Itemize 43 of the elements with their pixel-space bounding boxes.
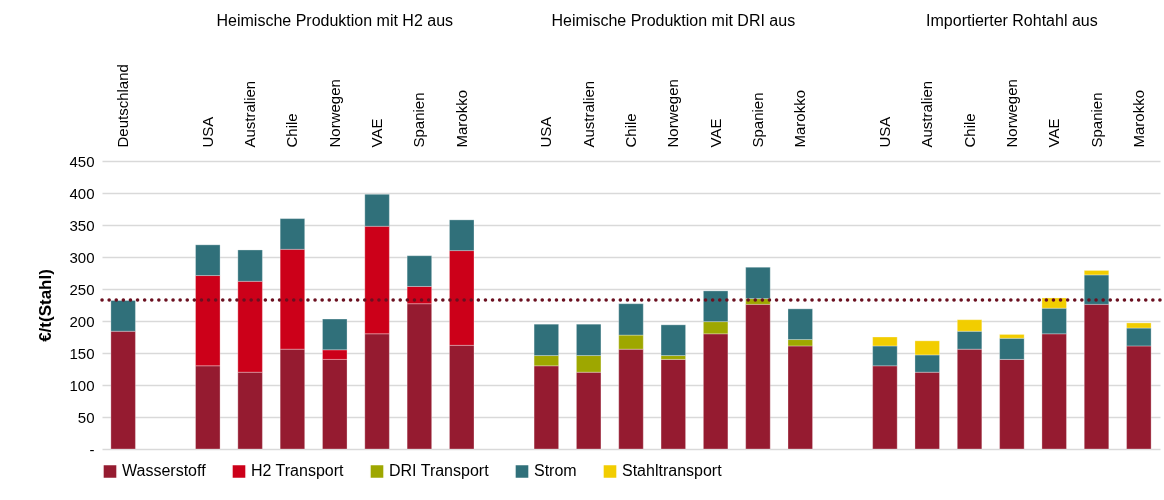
x-tick-label: Spanien	[410, 92, 428, 148]
y-tick-label: 50	[77, 408, 95, 426]
legend-label: Wasserstoff	[122, 462, 207, 480]
y-tick-label: 350	[69, 216, 95, 234]
x-tick-label: Australien	[241, 80, 259, 148]
x-tick-label: VAE	[706, 118, 724, 148]
x-tick-label: Norwegen	[1002, 79, 1020, 148]
y-tick-label: 300	[69, 248, 95, 266]
x-tick-label: Norwegen	[664, 79, 682, 148]
legend-label: Stahltransport	[622, 462, 723, 480]
x-tick-label: Chile	[960, 113, 978, 148]
text: Heimische Produktion mit H2 aus	[216, 12, 454, 29]
y-tick-label: -	[89, 440, 95, 458]
x-tick-label: Marokko	[1129, 89, 1147, 148]
y-tick-label: 200	[69, 312, 95, 330]
x-tick-label: Spanien	[748, 92, 766, 148]
legend-label: DRI Transport	[389, 462, 490, 480]
x-tick-label: Deutschland	[114, 64, 132, 148]
x-tick-label: Marokko	[791, 89, 809, 148]
y-tick-label: 150	[69, 344, 95, 362]
x-tick-label: Norwegen	[325, 79, 343, 148]
x-tick-label: Spanien	[1087, 92, 1105, 148]
legend-label: H2 Transport	[251, 462, 345, 480]
x-tick-label: USA	[537, 116, 555, 148]
x-tick-label: Marokko	[452, 89, 470, 148]
x-tick-label: Australien	[918, 80, 936, 148]
text: Importierter Rohtahl aus	[926, 12, 1098, 29]
x-tick-label: Australien	[579, 80, 597, 148]
legend-label: Strom	[534, 462, 577, 480]
text: Heimische Produktion mit DRI aus	[551, 12, 796, 29]
x-tick-label: Chile	[283, 113, 301, 148]
y-tick-label: 250	[69, 280, 95, 298]
y-axis-title: €/t(Stahl)	[36, 269, 56, 342]
x-tick-label: VAE	[368, 118, 386, 148]
bar	[660, 359, 686, 450]
y-tick-label: 450	[69, 152, 95, 170]
x-tick-label: Chile	[622, 113, 639, 148]
y-tick-label: 400	[69, 184, 95, 202]
bar	[660, 324, 686, 356]
x-tick-label: VAE	[1045, 118, 1063, 148]
x-tick-label: USA	[198, 116, 216, 148]
x-tick-label: USA	[875, 116, 893, 148]
y-tick-label: 100	[69, 376, 95, 394]
